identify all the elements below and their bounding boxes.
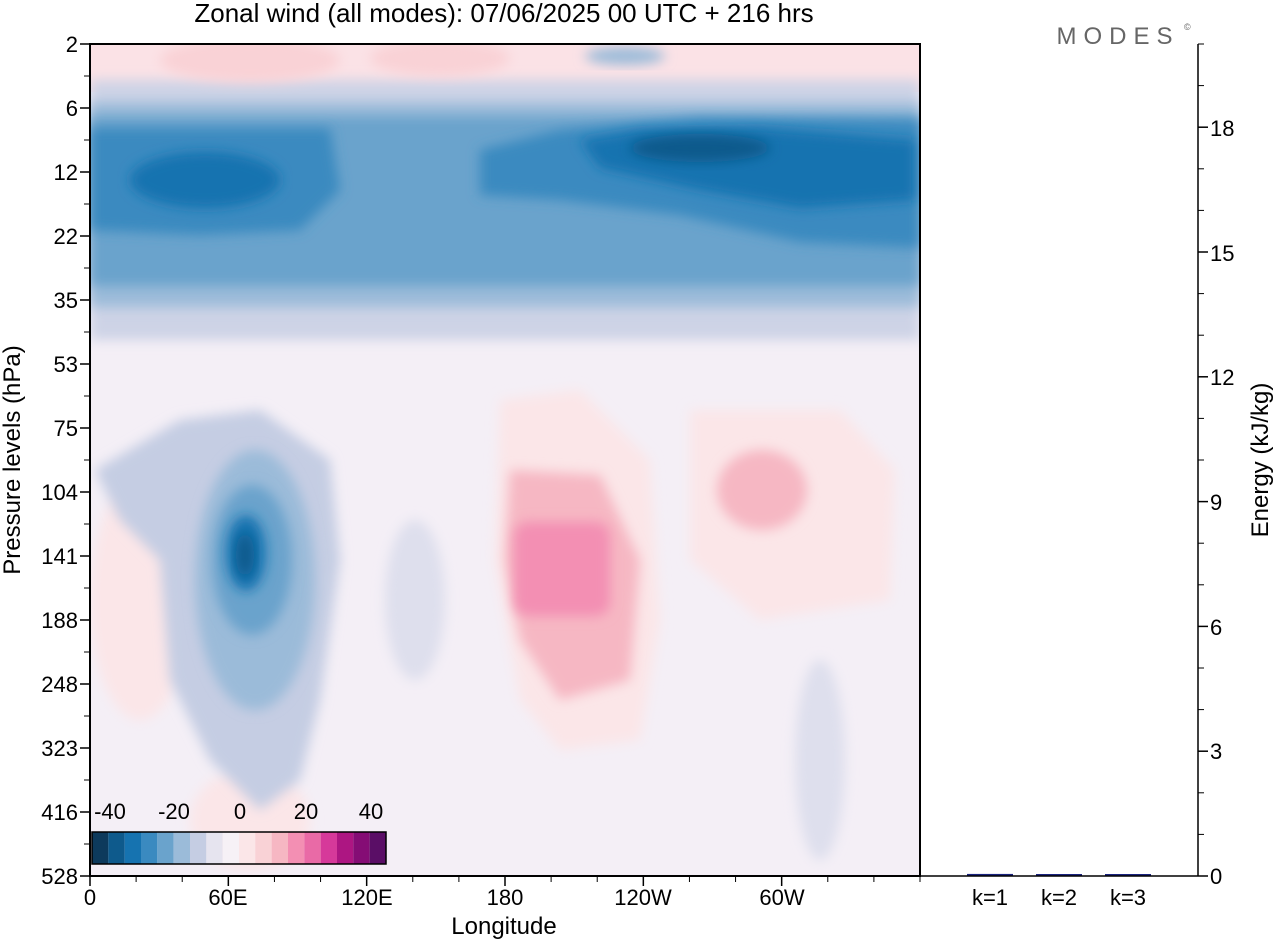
y-tick-label: 75 <box>54 416 78 441</box>
colorbar-label: 40 <box>359 799 383 824</box>
blue-faint-center <box>385 520 445 680</box>
colorbar-frame <box>91 831 387 865</box>
colorbar-swatch <box>173 832 190 864</box>
colorbar-swatch <box>222 832 239 864</box>
x-tick-label: 0 <box>84 885 96 910</box>
x-tick-label: 180 <box>487 885 524 910</box>
colorbar-label: 0 <box>234 799 246 824</box>
watermark-copyright-mark: © <box>1184 22 1191 32</box>
colorbar-swatch <box>108 832 125 864</box>
top-pink-west <box>160 44 340 82</box>
y-tick-label: 12 <box>54 160 78 185</box>
energy-axis-title: Energy (kJ/kg) <box>1247 383 1274 538</box>
colorbar-swatch <box>141 832 158 864</box>
energy-tick-label: 0 <box>1210 864 1222 889</box>
energy-bar <box>1105 874 1151 876</box>
colorbar-swatch <box>190 832 207 864</box>
colorbar-swatch <box>239 832 256 864</box>
blue-faint-east <box>795 660 845 860</box>
top-blue-patch <box>585 47 665 65</box>
energy-tick-label: 6 <box>1210 615 1222 640</box>
chart-title: Zonal wind (all modes): 07/06/2025 00 UT… <box>194 0 813 28</box>
x-tick-label: 120W <box>614 885 672 910</box>
core-darkest-east <box>630 134 770 162</box>
y-tick-label: 35 <box>54 288 78 313</box>
core-dark-west <box>130 152 280 208</box>
colorbar-label: 20 <box>294 799 318 824</box>
y-tick-label: 22 <box>54 224 78 249</box>
energy-bar <box>967 873 1013 876</box>
x-axis: 0 60E 120E 180 120W 60W Longitude <box>84 876 921 940</box>
y-axis-left: 2 6 12 22 35 53 75 104 141 188 248 323 4… <box>0 32 90 889</box>
wind-field <box>90 44 920 876</box>
energy-tick-label: 12 <box>1210 365 1234 390</box>
colorbar-label: -40 <box>94 799 126 824</box>
colorbar-swatch <box>288 832 305 864</box>
energy-bar <box>1036 874 1082 876</box>
y-tick-label: 416 <box>41 800 78 825</box>
energy-category-label: k=2 <box>1041 885 1077 910</box>
colorbar-swatch <box>271 832 288 864</box>
colorbar-swatch <box>353 832 370 864</box>
x-tick-label: 60W <box>759 885 804 910</box>
energy-tick-label: 18 <box>1210 116 1234 141</box>
y-tick-label: 323 <box>41 736 78 761</box>
y-axis-title: Pressure levels (hPa) <box>0 345 26 574</box>
y-tick-label: 104 <box>41 480 78 505</box>
blue-jet-center <box>236 533 254 577</box>
top-pink-center <box>370 44 510 76</box>
colorbar-swatch <box>124 832 141 864</box>
colorbar-swatch <box>369 832 386 864</box>
y-tick-label: 141 <box>41 544 78 569</box>
y-tick-label: 6 <box>66 96 78 121</box>
energy-tick-label: 9 <box>1210 490 1222 515</box>
pink-hot-center <box>514 522 610 616</box>
colorbar-swatch <box>320 832 337 864</box>
colorbar-labels: -40 -20 0 20 40 <box>94 799 383 824</box>
energy-tick-label: 3 <box>1210 739 1222 764</box>
colorbar-swatch <box>206 832 223 864</box>
colorbar <box>91 831 387 865</box>
x-axis-title: Longitude <box>451 913 556 940</box>
y-tick-label: 2 <box>66 32 78 57</box>
colorbar-swatch <box>304 832 321 864</box>
colorbar-swatch <box>157 832 174 864</box>
y-tick-label: 188 <box>41 608 78 633</box>
x-tick-label: 120E <box>341 885 392 910</box>
energy-chart: 0 3 6 9 12 15 18 k=1 k=2 k=3 Energy (kJ/… <box>919 43 1274 910</box>
colorbar-swatch <box>255 832 272 864</box>
y-tick-label: 53 <box>54 352 78 377</box>
modes-watermark: MODES <box>1056 23 1179 50</box>
colorbar-swatch <box>337 832 354 864</box>
y-tick-label: 248 <box>41 672 78 697</box>
pink-core-east <box>717 450 807 530</box>
energy-category-label: k=3 <box>1110 885 1146 910</box>
energy-category-label: k=1 <box>972 885 1008 910</box>
colorbar-label: -20 <box>158 799 190 824</box>
x-tick-label: 60E <box>208 885 247 910</box>
energy-tick-label: 15 <box>1210 241 1234 266</box>
y-tick-label: 528 <box>41 864 78 889</box>
colorbar-swatch <box>92 832 109 864</box>
